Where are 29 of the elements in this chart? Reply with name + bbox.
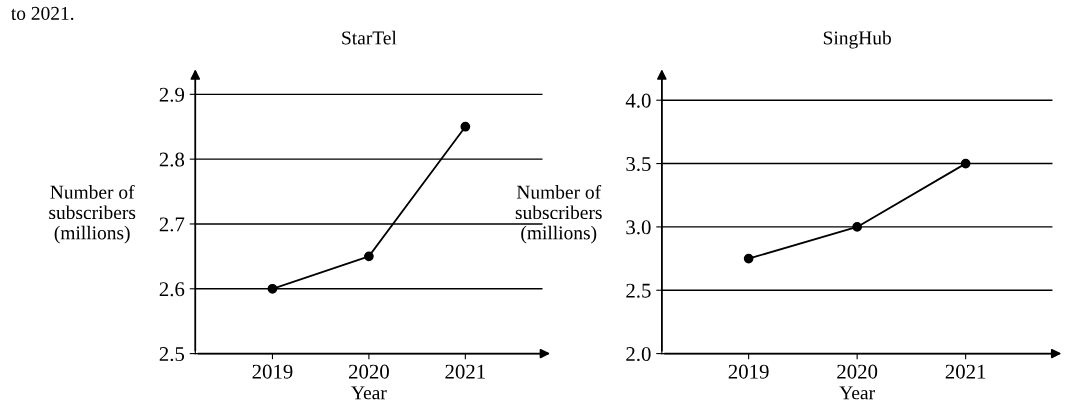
point	[267, 283, 278, 294]
y-tick-label: 2.7	[159, 217, 185, 232]
y-axis-title: Number of subscribers (millions)	[49, 184, 136, 244]
y-tick-label: 4.0	[625, 93, 651, 108]
point	[743, 253, 754, 264]
x-tick-label: 2021	[445, 364, 485, 379]
point	[460, 121, 471, 132]
y-tick-label: 2.9	[159, 87, 185, 102]
x-tick-label: 2019	[728, 364, 769, 379]
chart-title: StarTel	[342, 30, 397, 45]
x-axis-title: Year	[351, 386, 387, 400]
x-tick-label: 2020	[837, 364, 878, 379]
x-tick-label: 2021	[945, 364, 986, 379]
y-tick-label: 2.5	[626, 283, 651, 298]
y-tick-label: 2.6	[159, 282, 185, 297]
chart-title: SingHub	[823, 30, 891, 49]
point	[852, 222, 863, 232]
x-tick-label: 2019	[252, 364, 293, 379]
y-tick-label: 2.8	[159, 152, 185, 167]
x-axis-title: Year	[839, 386, 875, 400]
x-tick-label: 2020	[348, 364, 389, 379]
y-axis-title: Number of subscribers (millions)	[515, 184, 602, 244]
y-tick-label: 2.0	[626, 346, 651, 362]
y-tick-label: 3.0	[626, 220, 651, 235]
point	[364, 251, 374, 262]
y-tick-label: 3.5	[626, 157, 651, 172]
text: to 2021.	[11, 6, 74, 21]
point	[960, 158, 971, 169]
y-tick-label: 2.5	[159, 347, 185, 362]
